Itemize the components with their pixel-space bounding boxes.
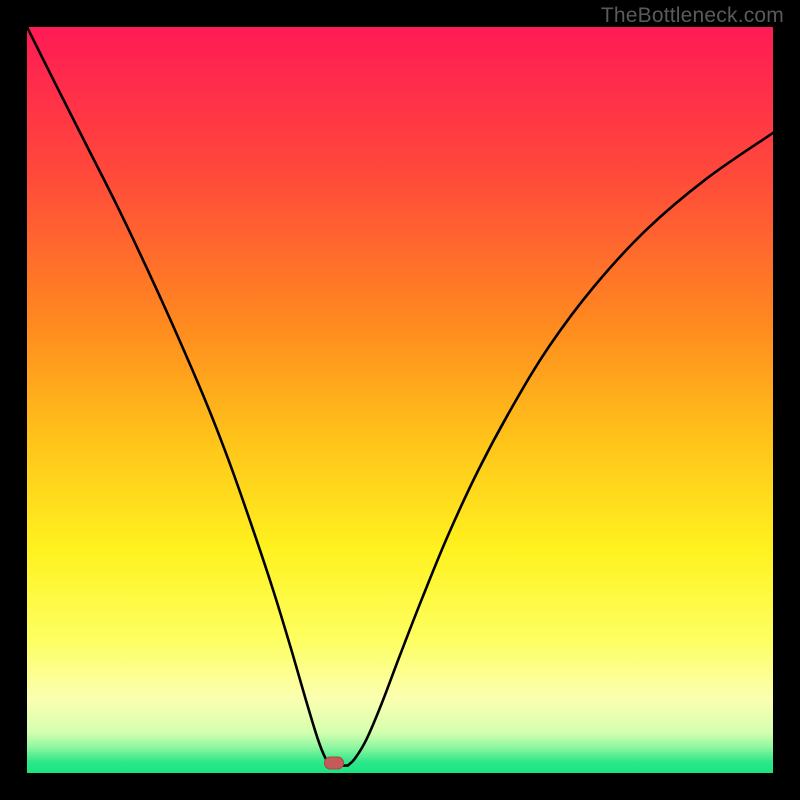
watermark-text: TheBottleneck.com	[601, 4, 784, 28]
chart-frame: TheBottleneck.com	[0, 0, 800, 800]
bottleneck-curve	[27, 27, 773, 773]
plot-area	[27, 27, 773, 773]
valley-marker	[324, 756, 344, 769]
